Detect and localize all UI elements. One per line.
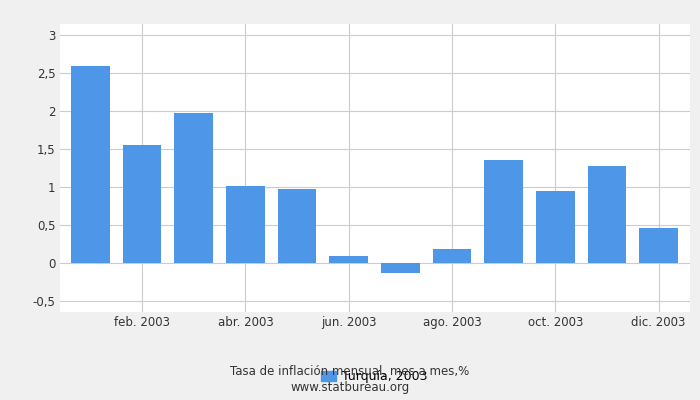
- Bar: [278, 189, 316, 263]
- Bar: [71, 66, 110, 263]
- Bar: [587, 166, 626, 263]
- Bar: [484, 160, 523, 263]
- Legend: Turquía, 2003: Turquía, 2003: [321, 370, 428, 383]
- Bar: [226, 186, 265, 263]
- Bar: [122, 145, 162, 263]
- Bar: [174, 113, 213, 263]
- Text: Tasa de inflación mensual, mes a mes,%: Tasa de inflación mensual, mes a mes,%: [230, 365, 470, 378]
- Text: www.statbureau.org: www.statbureau.org: [290, 381, 410, 394]
- Bar: [433, 249, 471, 263]
- Bar: [329, 256, 368, 263]
- Bar: [639, 228, 678, 263]
- Bar: [381, 263, 420, 272]
- Bar: [536, 192, 575, 263]
